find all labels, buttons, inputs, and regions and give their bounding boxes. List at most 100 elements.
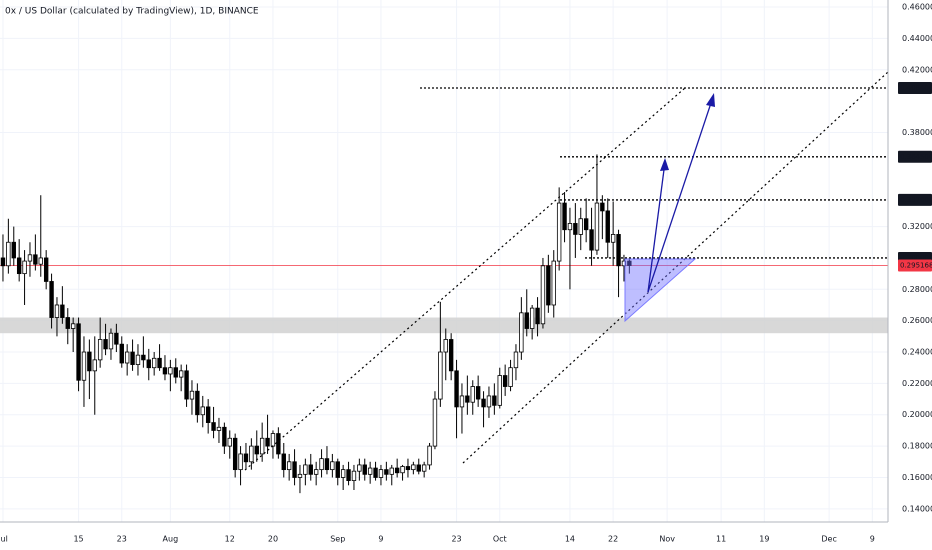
candle-body: [216, 426, 222, 431]
candle-body: [33, 254, 38, 265]
candle-body: [567, 223, 573, 231]
candle-body: [103, 339, 108, 350]
y-tick-label: 0.140000: [902, 504, 932, 513]
candle-body: [427, 445, 432, 466]
candle-body: [173, 367, 178, 378]
candle-body: [6, 241, 11, 267]
candle-body: [97, 339, 103, 361]
candle-body: [184, 370, 189, 400]
candle-body: [621, 260, 627, 267]
candle-body: [135, 354, 141, 365]
candle-body: [205, 406, 211, 423]
candle-body: [411, 464, 416, 471]
candle-body: [222, 426, 227, 447]
candle-body: [11, 241, 16, 259]
candle-body: [114, 332, 119, 345]
level-label: 0.300000: [900, 254, 932, 262]
candle-body: [627, 260, 632, 266]
candle-body: [481, 398, 486, 408]
price-label: 0.295168: [900, 262, 932, 270]
level-label: 0.337000: [900, 196, 932, 204]
candle-body: [605, 210, 610, 243]
x-tick-label: 23: [117, 535, 127, 544]
candle-body: [22, 260, 27, 275]
candle-body: [335, 461, 340, 478]
candle-body: [438, 351, 443, 400]
candle-body: [421, 464, 427, 472]
candle-body: [243, 453, 249, 463]
candle-body: [16, 257, 22, 275]
candles: [0, 154, 632, 494]
candle-body: [178, 370, 184, 378]
candle-body: [373, 467, 378, 478]
candle-body: [141, 354, 146, 361]
candle-body: [124, 351, 130, 364]
candle-body: [416, 464, 421, 472]
y-tick-label: 0.440000: [902, 34, 932, 43]
candle-body: [270, 433, 276, 447]
candle-body: [249, 445, 254, 463]
candle-body: [594, 202, 600, 251]
x-tick-label: 11: [716, 535, 726, 544]
candle-body: [232, 437, 238, 471]
candle-body: [119, 343, 124, 364]
x-tick-label: Nov: [659, 535, 675, 544]
candle-body: [168, 367, 173, 375]
arrow: [647, 96, 714, 293]
candle-body: [389, 467, 394, 475]
candle-body: [465, 395, 470, 403]
y-tick-label: 0.260000: [902, 316, 932, 325]
candle-body: [200, 406, 205, 416]
x-tick-label: Aug: [163, 535, 179, 544]
candle-body: [281, 453, 286, 471]
candle-body: [508, 367, 513, 387]
y-tick-label: 0.180000: [902, 442, 932, 451]
x-tick-label: Dec: [821, 535, 836, 544]
candle-body: [454, 370, 459, 408]
y-tick-label: 0.280000: [902, 285, 932, 294]
x-tick-label: Jul: [0, 535, 8, 544]
candle-body: [378, 469, 384, 478]
x-tick-label: 9: [378, 535, 383, 544]
candle-body: [443, 339, 448, 353]
candle-body: [49, 281, 54, 318]
arrow-head: [660, 158, 669, 171]
candle-body: [38, 257, 43, 265]
candle-body: [0, 257, 6, 267]
candle-body: [492, 395, 497, 406]
x-tick-label: 20: [268, 535, 278, 544]
candle-body: [340, 469, 346, 478]
drawings: [244, 71, 889, 471]
candle-body: [600, 202, 605, 212]
candle-body: [475, 386, 481, 400]
y-tick-label: 0.380000: [902, 128, 932, 137]
x-tick-label: 14: [565, 535, 575, 544]
level-box: [898, 81, 932, 94]
candle-body: [189, 390, 195, 400]
candle-body: [319, 458, 324, 471]
chart-title: 0x / US Dollar (calculated by TradingVie…: [5, 7, 259, 17]
y-tick-label: 0.320000: [902, 222, 932, 231]
candle-body: [292, 461, 297, 478]
candle-body: [70, 323, 76, 329]
candle-body: [556, 202, 562, 262]
candle-body: [535, 307, 540, 325]
candle-body: [405, 466, 411, 471]
candle-body: [486, 395, 492, 408]
candle-body: [157, 357, 162, 369]
arrow-head: [706, 93, 715, 107]
candle-body: [151, 357, 157, 369]
candle-body: [76, 323, 81, 381]
x-tick-label: 22: [608, 535, 618, 544]
x-tick-label: Sep: [330, 535, 345, 544]
y-tick-label: 0.160000: [902, 473, 932, 482]
candle-body: [524, 312, 529, 329]
candle-body: [238, 453, 243, 471]
candle-body: [162, 367, 168, 375]
candle-body: [92, 359, 97, 372]
candle-body: [43, 257, 49, 282]
candle-body: [276, 433, 281, 455]
candle-body: [297, 473, 303, 478]
channel-lower: [462, 71, 889, 464]
